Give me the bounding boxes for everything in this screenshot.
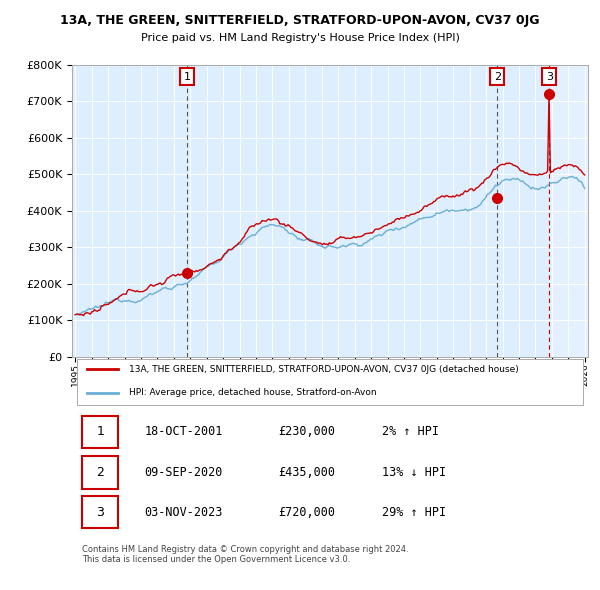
Text: 1: 1 bbox=[184, 71, 190, 81]
FancyBboxPatch shape bbox=[82, 496, 118, 528]
Text: 13% ↓ HPI: 13% ↓ HPI bbox=[382, 466, 446, 479]
Bar bbox=[549, 65, 593, 356]
Text: 2% ↑ HPI: 2% ↑ HPI bbox=[382, 425, 439, 438]
Text: Contains HM Land Registry data © Crown copyright and database right 2024.
This d: Contains HM Land Registry data © Crown c… bbox=[82, 545, 409, 564]
Bar bbox=[187, 65, 549, 356]
Bar bbox=[549, 65, 593, 356]
Text: 29% ↑ HPI: 29% ↑ HPI bbox=[382, 506, 446, 519]
Text: 13A, THE GREEN, SNITTERFIELD, STRATFORD-UPON-AVON, CV37 0JG: 13A, THE GREEN, SNITTERFIELD, STRATFORD-… bbox=[60, 14, 540, 27]
Text: Price paid vs. HM Land Registry's House Price Index (HPI): Price paid vs. HM Land Registry's House … bbox=[140, 34, 460, 43]
Text: 3: 3 bbox=[546, 71, 553, 81]
FancyBboxPatch shape bbox=[77, 359, 583, 405]
Text: 09-SEP-2020: 09-SEP-2020 bbox=[144, 466, 223, 479]
Text: 1: 1 bbox=[97, 425, 104, 438]
Text: £720,000: £720,000 bbox=[278, 506, 335, 519]
Text: 3: 3 bbox=[97, 506, 104, 519]
Text: 13A, THE GREEN, SNITTERFIELD, STRATFORD-UPON-AVON, CV37 0JG (detached house): 13A, THE GREEN, SNITTERFIELD, STRATFORD-… bbox=[129, 365, 518, 373]
Text: 03-NOV-2023: 03-NOV-2023 bbox=[144, 506, 223, 519]
Text: £230,000: £230,000 bbox=[278, 425, 335, 438]
Text: 18-OCT-2001: 18-OCT-2001 bbox=[144, 425, 223, 438]
Text: 2: 2 bbox=[494, 71, 501, 81]
Text: £435,000: £435,000 bbox=[278, 466, 335, 479]
FancyBboxPatch shape bbox=[82, 457, 118, 489]
Text: 2: 2 bbox=[97, 466, 104, 479]
FancyBboxPatch shape bbox=[82, 416, 118, 448]
Text: HPI: Average price, detached house, Stratford-on-Avon: HPI: Average price, detached house, Stra… bbox=[129, 388, 376, 398]
